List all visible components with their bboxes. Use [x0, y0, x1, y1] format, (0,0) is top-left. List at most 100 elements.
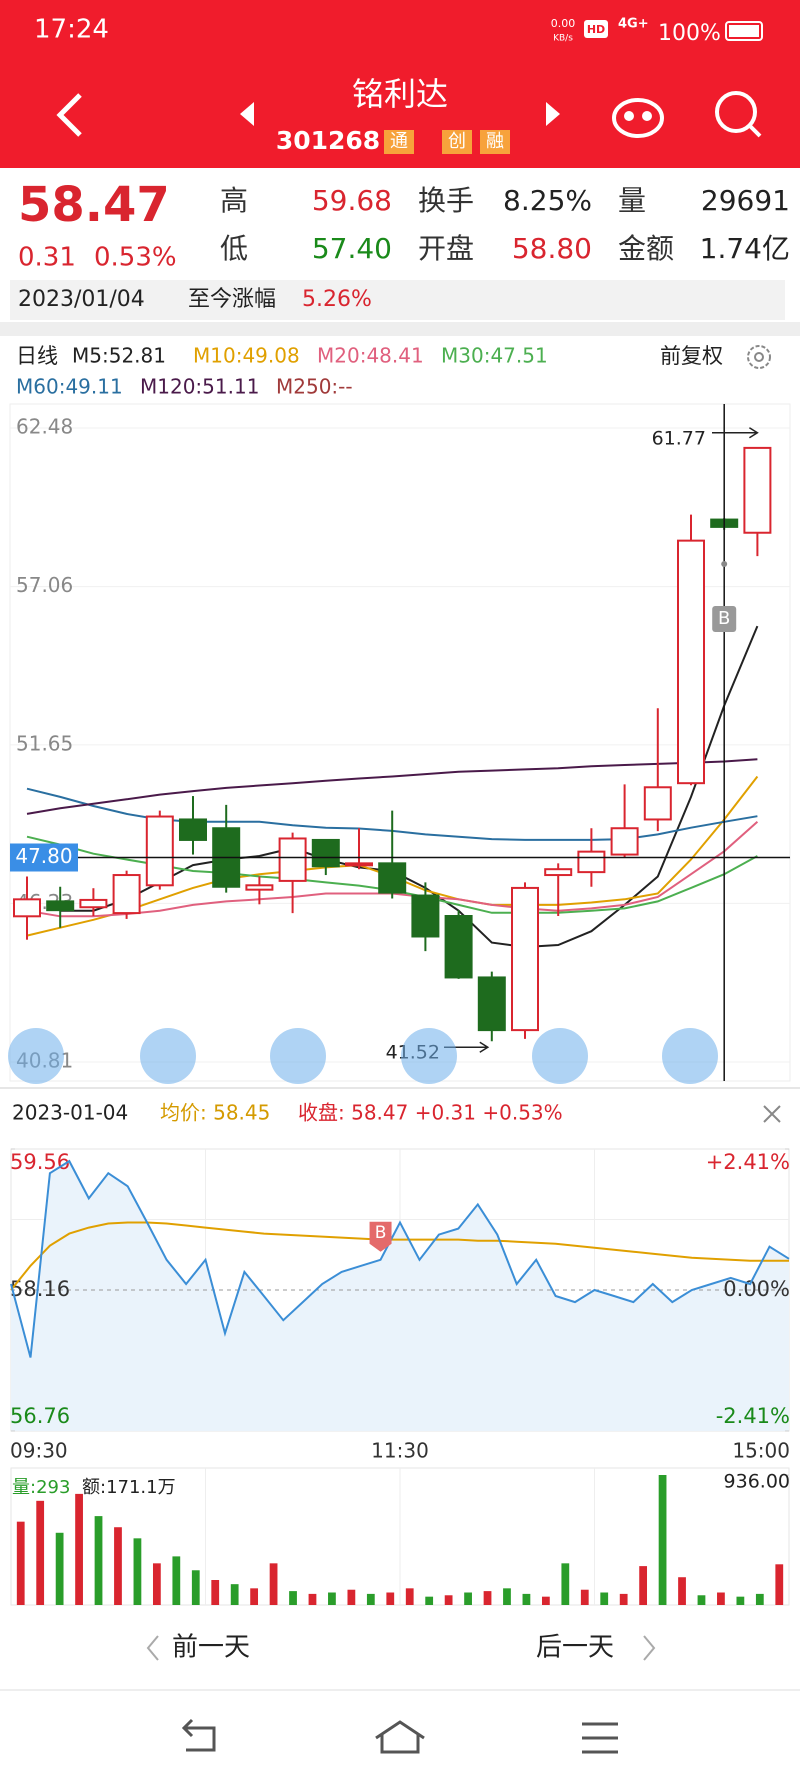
volume-bar	[16, 1521, 25, 1605]
back-button[interactable]	[56, 93, 82, 137]
prev-stock[interactable]	[240, 102, 254, 126]
since-value: 5.26%	[302, 287, 372, 312]
label: 高	[220, 184, 248, 217]
chart-control[interactable]	[270, 1028, 326, 1084]
robot-icon[interactable]	[612, 98, 664, 138]
stock-code: 301268	[276, 126, 380, 155]
y-tick-label: 51.65	[16, 731, 73, 755]
clock: 17:24	[34, 15, 109, 45]
volume-bar	[211, 1580, 220, 1605]
y-tick-label: 58.16	[10, 1277, 70, 1301]
legend-entry: M30:47.51	[441, 344, 548, 368]
nav-menu[interactable]	[582, 1722, 618, 1754]
volume-bar	[133, 1538, 142, 1605]
badge: 融	[486, 131, 504, 152]
legend-entry: M5:52.81	[72, 344, 166, 368]
candle-body	[311, 838, 340, 868]
period[interactable]: 日线	[16, 344, 58, 368]
volume-bar	[464, 1592, 472, 1605]
gear-outer[interactable]	[747, 345, 771, 369]
nav-back[interactable]	[181, 1718, 216, 1752]
chart-control[interactable]	[8, 1028, 64, 1084]
robot-eye[interactable]	[642, 111, 652, 121]
candle-body	[511, 886, 539, 1032]
stock-name: 铭利达	[352, 75, 448, 113]
volume-bar	[347, 1589, 356, 1605]
intraday-date: 2023-01-04	[12, 1101, 128, 1125]
volume-bar	[308, 1593, 317, 1605]
badges: 通 创 融	[384, 130, 510, 154]
chart-control[interactable]	[401, 1028, 457, 1084]
time-label: 15:00	[732, 1439, 790, 1463]
max-arrow	[712, 427, 759, 439]
badge-bg	[480, 130, 510, 154]
volume-bar	[230, 1584, 239, 1605]
next-chevron[interactable]	[643, 1635, 656, 1661]
search-circle[interactable]	[715, 91, 757, 133]
prev-day[interactable]: 前一天	[172, 1633, 250, 1663]
kline-frame	[9, 403, 791, 1082]
gear[interactable]	[747, 345, 771, 369]
separator	[0, 322, 800, 336]
next-day[interactable]: 后一天	[536, 1633, 614, 1663]
hd: HD	[587, 23, 605, 36]
candle-body	[643, 786, 672, 821]
search-icon[interactable]	[715, 91, 762, 138]
buy-dot	[721, 561, 728, 567]
prev-chevron[interactable]	[146, 1635, 159, 1661]
buy-pin	[369, 1221, 392, 1252]
volume-bar	[152, 1563, 161, 1605]
volume-bar	[619, 1593, 628, 1605]
legend-entry: M120:51.11	[140, 375, 259, 399]
volume-bar	[425, 1596, 434, 1605]
volume-bar	[55, 1532, 64, 1605]
label: 开盘	[418, 232, 474, 265]
time-label: 09:30	[10, 1439, 68, 1463]
label: 低	[220, 232, 248, 265]
y-tick-label: 57.06	[16, 573, 73, 597]
gear-inner[interactable]	[754, 352, 764, 362]
volume-label: 量:293	[12, 1477, 70, 1498]
hd-box	[584, 20, 608, 38]
battery-level	[729, 25, 759, 37]
volume-bar	[658, 1475, 667, 1605]
legend-entry: M60:49.11	[16, 375, 123, 399]
y-tick-label: 56.76	[10, 1404, 70, 1428]
volume-bar	[386, 1592, 395, 1605]
ma-line	[60, 625, 759, 949]
close-button[interactable]	[763, 1105, 781, 1123]
volume-bar	[561, 1563, 570, 1605]
robot-eye[interactable]	[624, 111, 634, 121]
volume-bar	[678, 1577, 686, 1605]
intraday-chart: 59.56 58.16 56.76 +2.41% 0.00% -2.41% B 09:30 11…	[10, 1148, 790, 1463]
search-handle[interactable]	[748, 124, 762, 138]
buy-marker: B	[375, 1223, 387, 1243]
label: 换手	[418, 184, 474, 217]
chart-control[interactable]	[662, 1028, 718, 1084]
volume-bar	[736, 1596, 745, 1605]
chart-control[interactable]	[140, 1028, 196, 1084]
badge: 通	[390, 131, 408, 152]
adjust[interactable]: 前复权	[660, 344, 723, 368]
candle-body	[245, 884, 274, 891]
y-tick-label: 62.48	[16, 415, 73, 439]
candle-body	[112, 874, 141, 915]
next-stock[interactable]	[546, 102, 560, 126]
volume-bar	[191, 1570, 200, 1605]
candle-body	[145, 815, 174, 887]
y-tick-label: 59.56	[10, 1150, 70, 1174]
candle-body	[444, 915, 473, 979]
volume-bar	[697, 1595, 706, 1605]
signal: 4G+	[618, 17, 649, 32]
nav-home[interactable]	[375, 1720, 425, 1754]
buy-marker: B	[718, 608, 730, 629]
volume-bar	[580, 1589, 589, 1605]
volume-bar	[172, 1556, 181, 1605]
chart-control[interactable]	[532, 1028, 588, 1084]
robot-head[interactable]	[612, 98, 664, 138]
crosshair-label: 47.80	[15, 844, 72, 868]
candle-body	[610, 827, 639, 856]
net-speed: 0.00	[551, 17, 576, 30]
